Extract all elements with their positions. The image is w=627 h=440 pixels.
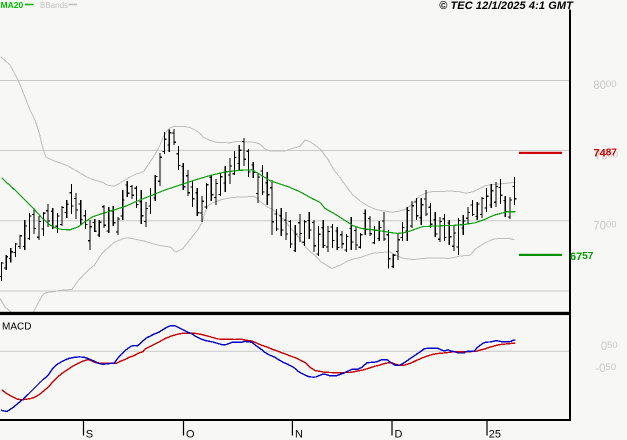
svg-text:050: 050: [601, 340, 618, 353]
svg-text:D: D: [395, 429, 403, 440]
svg-text:© TEC 12/1/2025 4:1 GMT: © TEC 12/1/2025 4:1 GMT: [439, 0, 574, 12]
svg-text:6757: 6757: [570, 251, 594, 263]
svg-text:BBands: BBands: [40, 1, 68, 10]
svg-text:MA20: MA20: [1, 0, 24, 10]
svg-text:-050: -050: [595, 362, 616, 375]
svg-text:7487: 7487: [594, 147, 618, 159]
svg-text:7500: 7500: [595, 150, 618, 163]
svg-text:25: 25: [489, 429, 501, 440]
svg-text:8000: 8000: [593, 79, 616, 92]
svg-text:O: O: [186, 429, 195, 440]
svg-text:N: N: [295, 429, 303, 440]
svg-text:S: S: [86, 429, 93, 440]
svg-text:MACD: MACD: [2, 322, 31, 333]
svg-text:7000: 7000: [593, 220, 616, 233]
